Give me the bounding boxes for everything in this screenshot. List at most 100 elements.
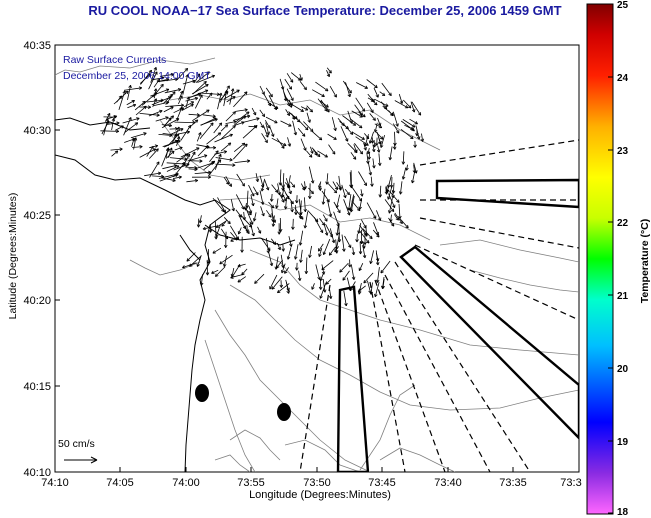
current-vector	[282, 243, 284, 252]
current-vector-head	[113, 118, 116, 122]
current-vector-head	[366, 150, 369, 155]
current-vector	[378, 153, 381, 166]
current-vector	[366, 202, 377, 219]
current-vector	[233, 91, 248, 108]
current-vector	[375, 250, 379, 266]
current-vector-head	[360, 193, 363, 197]
current-vector-head	[158, 172, 162, 176]
current-vector	[372, 229, 380, 238]
current-vector-head	[357, 291, 360, 295]
current-vector	[187, 155, 208, 162]
current-vector-head	[395, 124, 399, 127]
current-vector	[297, 127, 306, 137]
current-vector	[272, 215, 275, 227]
current-vector-head	[363, 241, 366, 245]
current-vector	[174, 121, 196, 123]
current-vector-head	[405, 226, 409, 229]
current-vector	[329, 85, 337, 98]
current-vector	[363, 133, 370, 140]
current-vector-head	[289, 244, 292, 247]
current-vector	[223, 176, 230, 185]
current-vector	[150, 67, 157, 83]
current-vector-head	[175, 78, 179, 82]
current-vector-head	[275, 205, 277, 209]
current-vector	[366, 152, 369, 164]
current-vector	[246, 190, 249, 208]
current-vector	[225, 121, 237, 124]
current-vector	[195, 162, 214, 169]
current-vector-head	[253, 232, 255, 237]
current-vector-head	[368, 240, 370, 244]
current-vector	[226, 96, 236, 103]
current-vector	[192, 81, 207, 95]
current-vector-head	[196, 113, 200, 116]
current-vector	[366, 102, 374, 113]
current-vector	[269, 126, 274, 137]
current-vector-head	[159, 110, 163, 114]
current-vector-head	[277, 189, 279, 193]
current-vector-head	[304, 225, 308, 229]
current-vector-head	[186, 68, 189, 72]
current-vector-head	[303, 225, 306, 229]
current-vector-head	[207, 109, 210, 113]
current-vector-head	[250, 222, 253, 225]
current-vector-head	[198, 220, 201, 224]
current-vector-head	[171, 150, 175, 153]
current-vector-head	[271, 134, 274, 137]
current-vector	[183, 101, 194, 108]
current-vector-head	[198, 224, 201, 228]
current-vector-head	[212, 145, 216, 148]
current-vector	[185, 97, 198, 102]
current-vector-head	[143, 132, 147, 134]
current-vector-head	[340, 187, 343, 191]
current-vector	[327, 183, 337, 194]
current-vector-head	[174, 135, 178, 137]
current-vector-head	[371, 183, 374, 187]
current-vector-head	[155, 92, 158, 96]
current-vector	[285, 109, 290, 116]
current-vector-head	[279, 182, 283, 186]
current-vector	[356, 82, 368, 89]
current-vector-head	[405, 105, 409, 109]
current-vector-head	[326, 74, 330, 78]
current-vector-head	[365, 147, 367, 151]
current-vector-head	[407, 106, 412, 109]
x-tick-label: 73:55	[237, 477, 265, 489]
current-vector	[203, 160, 216, 171]
current-vector	[288, 236, 292, 247]
current-vector-head	[328, 296, 332, 299]
current-vector-head	[206, 260, 209, 264]
current-vector-head	[356, 149, 358, 153]
current-vector	[134, 100, 146, 111]
current-vector-head	[386, 190, 390, 193]
current-vector-head	[420, 139, 424, 142]
current-vector	[215, 266, 226, 277]
current-vector	[398, 93, 403, 104]
current-vector-head	[228, 184, 232, 187]
current-vector-head	[296, 267, 299, 271]
current-vector-head	[378, 149, 381, 153]
current-vector	[159, 174, 178, 182]
current-vector-head	[361, 109, 365, 112]
current-vector-head	[220, 122, 223, 126]
current-vector-head	[216, 94, 220, 96]
current-vector-head	[172, 178, 176, 182]
current-vector-head	[169, 93, 173, 96]
current-vector	[208, 159, 222, 177]
current-vector-head	[368, 140, 371, 144]
current-vector-head	[245, 91, 248, 95]
current-vector-head	[320, 136, 323, 141]
current-vector	[398, 203, 401, 219]
current-vector-head	[224, 124, 228, 126]
current-vector-head	[260, 125, 264, 129]
current-vector-head	[298, 118, 301, 123]
current-vector	[358, 171, 367, 186]
colorbar-tick: 19	[617, 437, 629, 448]
current-vector	[306, 112, 311, 123]
current-vector-head	[290, 80, 293, 83]
current-vector-head	[324, 219, 328, 222]
current-vector	[231, 264, 241, 278]
current-vector	[229, 225, 240, 240]
current-vector	[254, 273, 265, 284]
current-vector	[141, 92, 157, 106]
